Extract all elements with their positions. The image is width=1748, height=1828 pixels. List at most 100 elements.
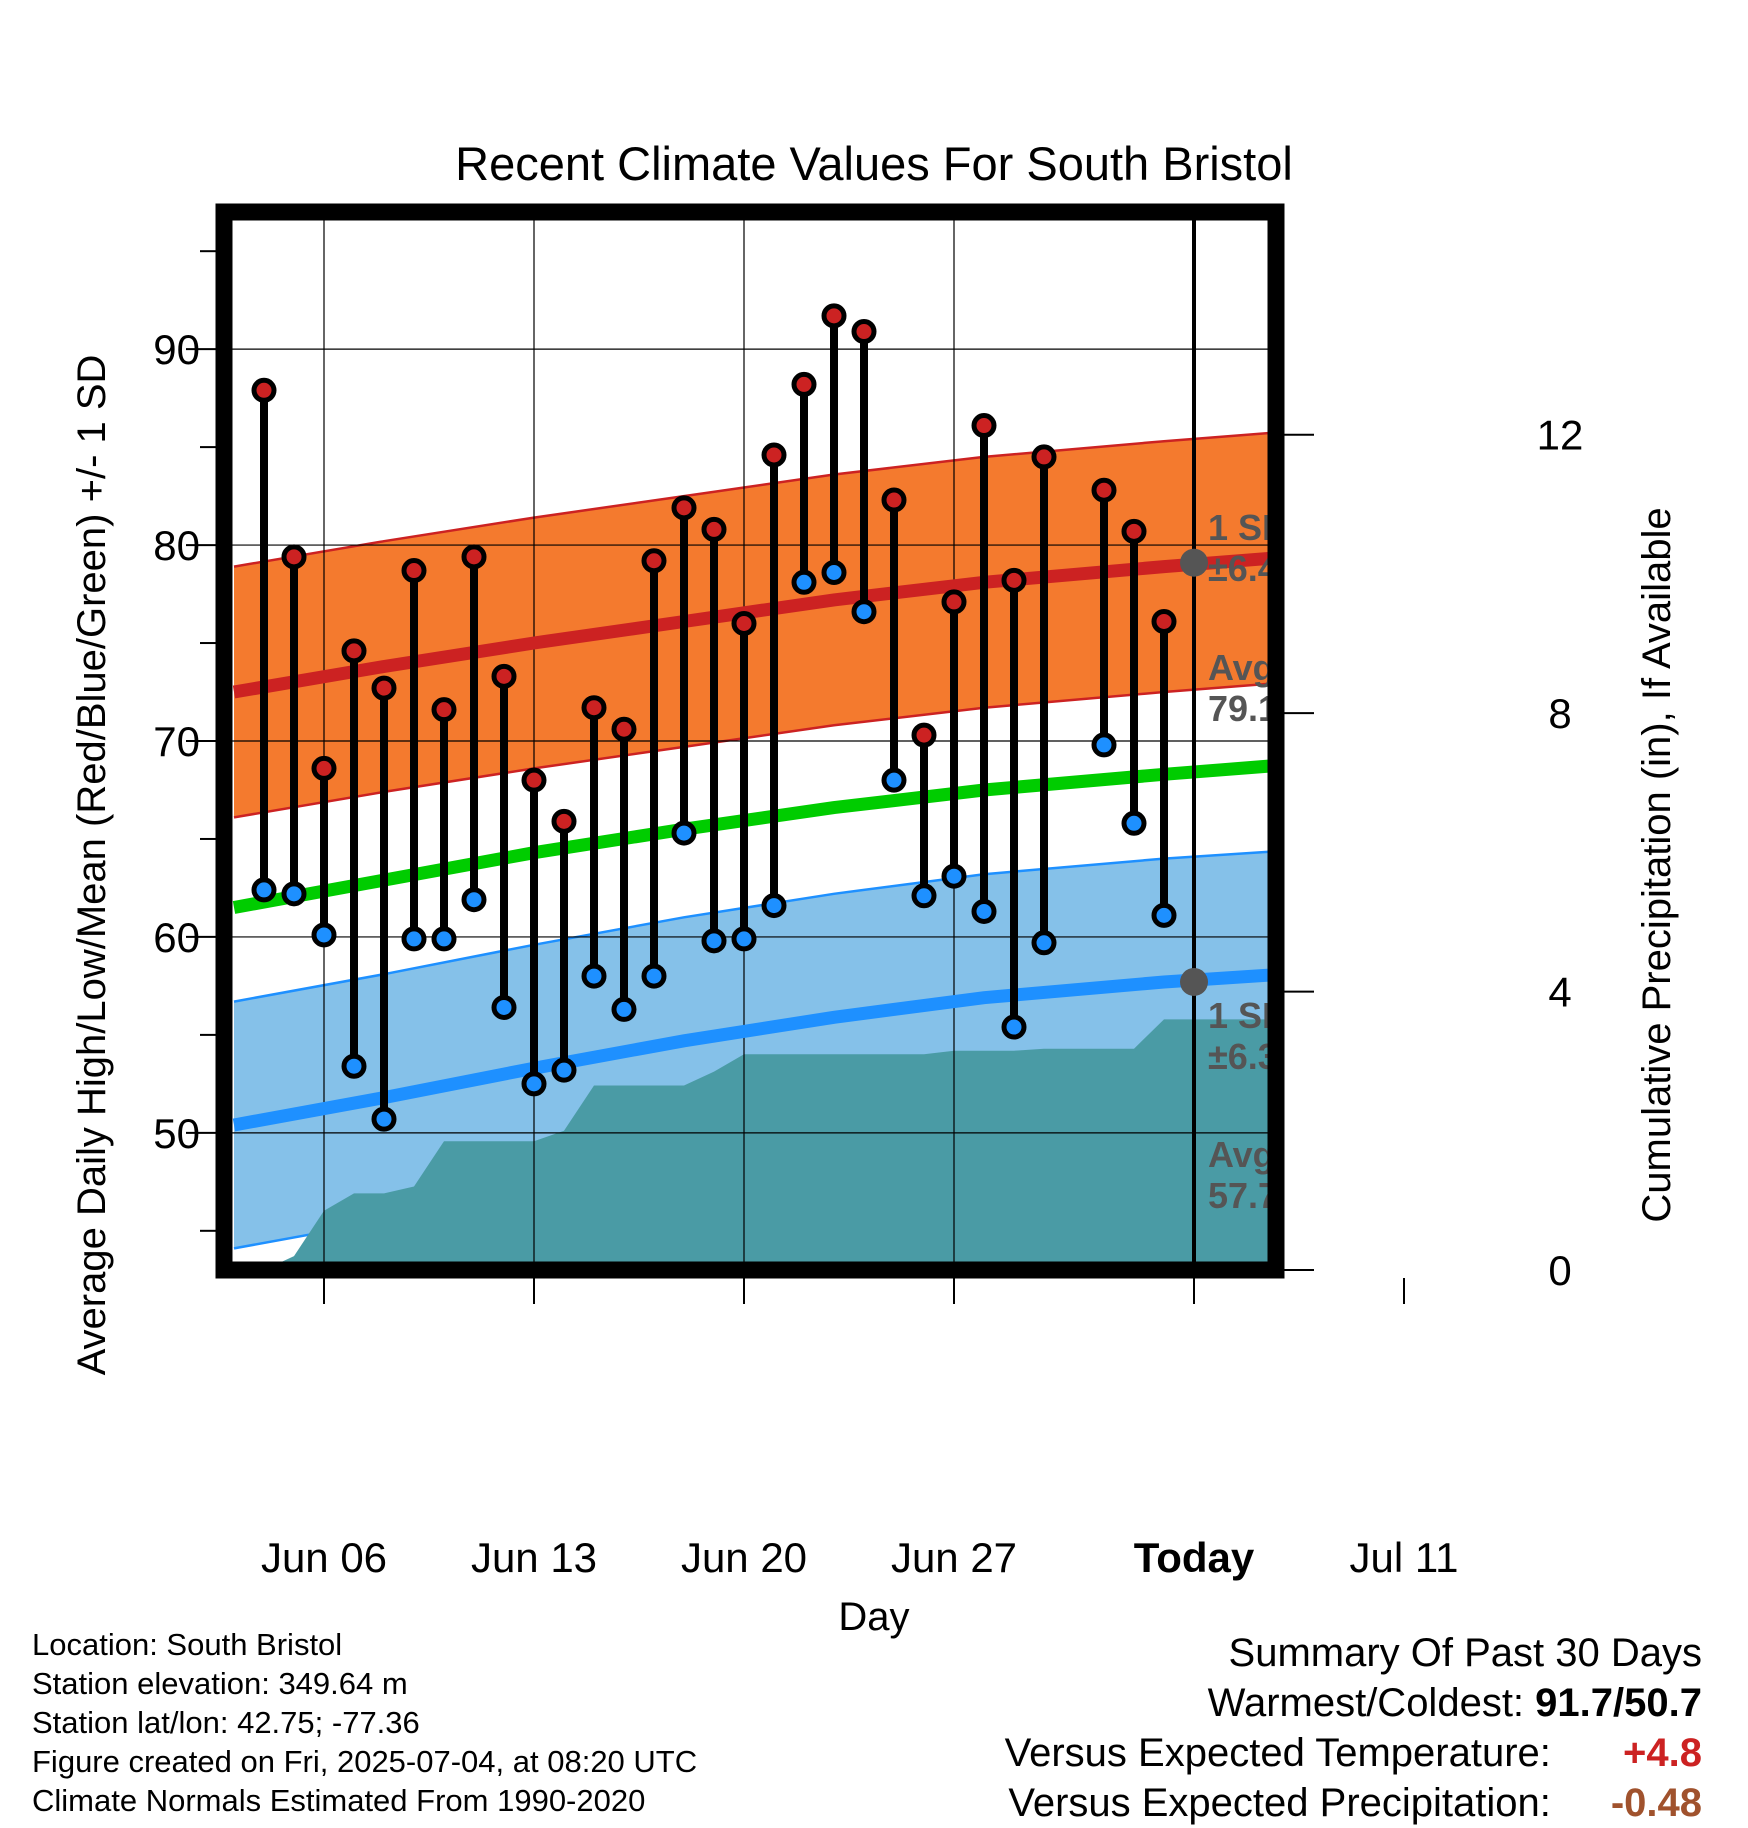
x-tick-label: Jul 11 — [1350, 1534, 1459, 1581]
y-tick-label: 70 — [153, 718, 200, 765]
y2-axis-label: Cumulative Precipitation (in), If Availa… — [1635, 507, 1679, 1222]
precip-departure-label: Versus Expected Precipitation: — [1008, 1781, 1551, 1825]
daily-high-point — [1001, 567, 1027, 593]
summary-heading: Summary Of Past 30 Days — [1228, 1631, 1702, 1675]
location-text: Location: South Bristol — [32, 1627, 343, 1662]
daily-low-point — [581, 963, 607, 989]
daily-low-point — [641, 963, 667, 989]
window-label: 30 — [1203, 1380, 1243, 1421]
daily-low-point — [401, 926, 427, 952]
daily-low-point — [941, 863, 967, 889]
daily-low-point — [1091, 732, 1117, 758]
daily-low-point — [311, 922, 337, 948]
daily-low-point — [851, 599, 877, 625]
daily-high-point — [791, 371, 817, 397]
daily-high-point — [701, 516, 727, 542]
normals-text: Climate Normals Estimated From 1990-2020 — [32, 1783, 646, 1818]
station-info: Location: South Bristol Station elevatio… — [32, 1625, 697, 1820]
high-band-label: 1 SD: — [1208, 507, 1300, 548]
daily-high-point — [911, 722, 937, 748]
chart-title: Recent Climate Values For South Bristol — [455, 137, 1293, 190]
daily-low-point — [521, 1071, 547, 1097]
daily-high-point — [1031, 444, 1057, 470]
y-tick-label: 60 — [153, 914, 200, 961]
x-tick-label: Jun 06 — [261, 1534, 387, 1581]
x-tick-label: Jun 13 — [471, 1534, 597, 1581]
temp-departure-value: +4.8 — [1623, 1731, 1702, 1775]
warm-cold-value: 91.7/50.7 — [1535, 1681, 1702, 1725]
daily-low-point — [881, 767, 907, 793]
daily-high-point — [1121, 518, 1147, 544]
daily-low-point — [971, 898, 997, 924]
today-low-avg-marker — [1180, 967, 1208, 996]
precip-area — [234, 1019, 1276, 1270]
daily-high-point — [1151, 608, 1177, 634]
summary-panel: Summary Of Past 30 Days Warmest/Coldest:… — [1005, 1628, 1702, 1828]
daily-low-point — [671, 820, 697, 846]
normal-mean-line — [232, 759, 1276, 914]
daily-high-point — [551, 808, 577, 834]
elevation-text: Station elevation: 349.64 m — [32, 1666, 408, 1701]
y-axis-label: Average Daily High/Low/Mean (Red/Blue/Gr… — [70, 355, 114, 1376]
daily-low-point — [911, 883, 937, 909]
daily-low-point — [1031, 930, 1057, 956]
y-tick-label: 50 — [153, 1110, 200, 1157]
daily-high-point — [401, 558, 427, 584]
low-band-label: Avg: — [1208, 1134, 1287, 1175]
high-band-label: 79.1°F — [1208, 688, 1314, 729]
daily-high-point — [641, 548, 667, 574]
daily-high-point — [941, 589, 967, 615]
normal-low-line — [232, 968, 1276, 1132]
high-band-label: Avg: — [1208, 647, 1287, 688]
daily-low-point — [791, 569, 817, 595]
y-tick-label: 80 — [153, 522, 200, 569]
high-band-lower-edge — [233, 682, 1276, 819]
daily-high-point — [461, 544, 487, 570]
daily-high-point — [671, 495, 697, 521]
latlon-text: Station lat/lon: 42.75; -77.36 — [32, 1705, 420, 1740]
daily-high-point — [971, 413, 997, 439]
daily-low-point — [1001, 1014, 1027, 1040]
daily-high-point — [761, 442, 787, 468]
y2-tick-label: 12 — [1537, 412, 1584, 459]
y2-tick-label: 0 — [1548, 1247, 1571, 1294]
daily-low-point — [341, 1053, 367, 1079]
daily-high-point — [251, 377, 277, 403]
plot-frame — [215, 203, 1285, 1279]
summary-temp-row: Versus Expected Temperature: +4.8 — [1005, 1728, 1702, 1778]
x-tick-label: Today — [1134, 1534, 1255, 1581]
daily-high-point — [881, 487, 907, 513]
y-tick-label: 90 — [153, 326, 200, 373]
daily-high-point — [581, 695, 607, 721]
window-label: Days — [1203, 1425, 1289, 1466]
daily-high-point — [1091, 477, 1117, 503]
daily-high-point — [281, 544, 307, 570]
daily-high-point — [521, 767, 547, 793]
high-band-label: ±6.4°F — [1208, 548, 1314, 589]
low-band-label: 57.7°F — [1208, 1175, 1314, 1216]
summary-precip-row: Versus Expected Precipitation: -0.48 — [1005, 1778, 1702, 1828]
daily-high-point — [851, 319, 877, 345]
low-band-label: 1 SD: — [1208, 995, 1300, 1036]
daily-high-point — [431, 697, 457, 723]
daily-low-point — [701, 928, 727, 954]
temp-departure-label: Versus Expected Temperature: — [1004, 1731, 1551, 1775]
x-tick-label: Jun 20 — [681, 1534, 807, 1581]
daily-low-point — [761, 893, 787, 919]
daily-low-point — [1151, 902, 1177, 928]
daily-low-point — [611, 996, 637, 1022]
precip-departure-value: -0.48 — [1610, 1781, 1702, 1825]
created-text: Figure created on Fri, 2025-07-04, at 08… — [32, 1744, 698, 1779]
daily-high-point — [371, 675, 397, 701]
daily-low-point — [551, 1057, 577, 1083]
x-axis-label: Day — [838, 1595, 909, 1639]
daily-high-point — [821, 303, 847, 329]
low-band-upper-edge — [233, 850, 1276, 1003]
daily-low-point — [1121, 810, 1147, 836]
daily-low-point — [371, 1106, 397, 1132]
daily-low-point — [461, 887, 487, 913]
daily-low-point — [731, 926, 757, 952]
